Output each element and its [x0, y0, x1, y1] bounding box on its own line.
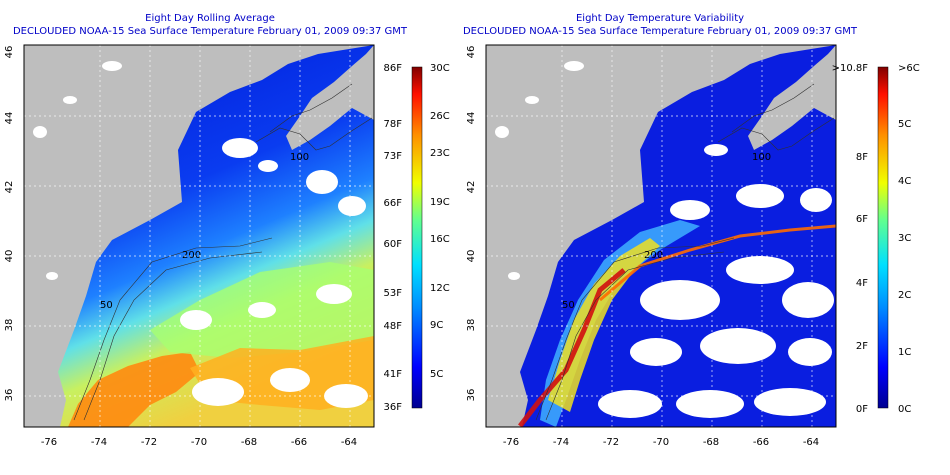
- contour-label: 100: [290, 152, 309, 163]
- grid-lines: [24, 45, 374, 427]
- variability-x-axis: -76 -74 -72 -70 -68 -66 -64: [503, 437, 819, 448]
- lon-tick: -70: [191, 437, 207, 448]
- colorbar-label-f: 60F: [384, 239, 403, 250]
- variability-y-axis: 46 44 42 40 38 36: [466, 46, 477, 402]
- variability-title: Eight Day Temperature Variability: [576, 13, 744, 24]
- sst-colorbar: 86F 78F 73F 66F 60F 53F 48F 41F 36F 30C …: [384, 63, 450, 413]
- colorbar-label-c: >6C: [898, 63, 920, 74]
- lat-tick: 40: [466, 250, 477, 263]
- lat-tick: 36: [466, 389, 477, 402]
- nova-scotia-land: [748, 45, 836, 150]
- nova-scotia-land: [286, 45, 374, 150]
- variability-subtitle: DECLOUDED NOAA-15 Sea Surface Temperatur…: [463, 26, 858, 37]
- cloud-mask: [495, 61, 834, 418]
- lat-tick: 42: [4, 181, 15, 194]
- lon-tick: -76: [503, 437, 519, 448]
- sst-map: 100 200 50: [24, 45, 374, 427]
- variability-colorbar: >10.8F 8F 6F 4F 2F 0F >6C 5C 4C 3C 2C 1C…: [832, 63, 920, 415]
- colorbar-label-f: 66F: [384, 198, 403, 209]
- lon-tick: -72: [141, 437, 157, 448]
- colorbar-label-c: 2C: [898, 290, 911, 301]
- front-high-variability: [548, 238, 660, 412]
- colorbar-label-f: >10.8F: [832, 63, 869, 74]
- colorbar-label-f: 2F: [856, 341, 868, 352]
- colorbar-label-c: 0C: [898, 404, 911, 415]
- colorbar-label-c: 1C: [898, 347, 911, 358]
- colorbar-label-f: 0F: [856, 404, 868, 415]
- variability-panel: Eight Day Temperature Variability DECLOU…: [463, 13, 920, 448]
- colorbar-label-f: 73F: [384, 151, 403, 162]
- lon-tick: -68: [241, 437, 257, 448]
- sst-colorbar-gradient: [411, 66, 423, 409]
- lon-tick: -70: [653, 437, 669, 448]
- colorbar-label-c: 16C: [430, 234, 450, 245]
- lon-tick: -74: [91, 437, 107, 448]
- colorbar-label-c: 12C: [430, 283, 450, 294]
- gulf-stream-front: [518, 268, 626, 427]
- lon-tick: -74: [553, 437, 569, 448]
- variability-map-frame: [485, 44, 837, 428]
- colorbar-label-c: 3C: [898, 233, 911, 244]
- colorbar-label-c: 26C: [430, 111, 450, 122]
- colorbar-label-c: 9C: [430, 320, 443, 331]
- lat-tick: 40: [4, 250, 15, 263]
- contour-label: 50: [562, 300, 575, 311]
- warm-slope-water: [68, 352, 200, 427]
- contour-label: 200: [644, 250, 663, 261]
- colorbar-label-c: 5C: [430, 369, 443, 380]
- lat-tick: 36: [4, 389, 15, 402]
- sst-map-frame: [23, 44, 375, 428]
- lat-tick: 46: [466, 46, 477, 59]
- colorbar-label-f: 41F: [384, 369, 403, 380]
- lon-tick: -72: [603, 437, 619, 448]
- contour-label: 100: [752, 152, 771, 163]
- contour-label: 200: [182, 250, 201, 261]
- lon-tick: -64: [803, 437, 819, 448]
- lat-tick: 44: [466, 112, 477, 125]
- colorbar-label-f: 6F: [856, 214, 868, 225]
- variability-colorbar-gradient: [877, 66, 889, 409]
- colorbar-label-f: 86F: [384, 63, 403, 74]
- sst-subtitle: DECLOUDED NOAA-15 Sea Surface Temperatur…: [13, 26, 408, 37]
- sst-y-axis: 46 44 42 40 38 36: [4, 46, 15, 402]
- colorbar-label-f: 53F: [384, 288, 403, 299]
- grid-lines: [486, 45, 836, 427]
- lon-tick: -68: [703, 437, 719, 448]
- colorbar-label-c: 19C: [430, 197, 450, 208]
- lon-tick: -76: [41, 437, 57, 448]
- lon-tick: -66: [291, 437, 307, 448]
- colorbar-label-c: 30C: [430, 63, 450, 74]
- lat-tick: 46: [4, 46, 15, 59]
- colorbar-label-c: 4C: [898, 176, 911, 187]
- colorbar-label-f: 36F: [384, 402, 403, 413]
- lat-tick: 42: [466, 181, 477, 194]
- variability-map: 100 200 50: [486, 45, 836, 427]
- lon-tick: -64: [341, 437, 357, 448]
- colorbar-label-f: 78F: [384, 119, 403, 130]
- lon-tick: -66: [753, 437, 769, 448]
- colorbar-label-c: 5C: [898, 119, 911, 130]
- contour-label: 50: [100, 300, 113, 311]
- lat-tick: 38: [4, 319, 15, 332]
- sst-panel: Eight Day Rolling Average DECLOUDED NOAA…: [4, 13, 450, 448]
- colorbar-label-f: 8F: [856, 152, 868, 163]
- colorbar-label-c: 23C: [430, 148, 450, 159]
- lat-tick: 38: [466, 319, 477, 332]
- colorbar-label-f: 4F: [856, 278, 868, 289]
- sst-title: Eight Day Rolling Average: [145, 13, 275, 24]
- sst-x-axis: -76 -74 -72 -70 -68 -66 -64: [41, 437, 357, 448]
- lat-tick: 44: [4, 112, 15, 125]
- colorbar-label-f: 48F: [384, 321, 403, 332]
